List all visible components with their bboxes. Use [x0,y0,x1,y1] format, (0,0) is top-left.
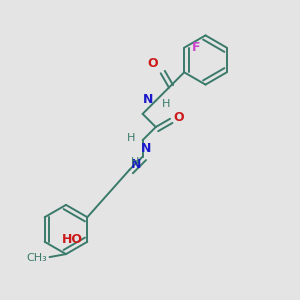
Text: H: H [162,99,171,109]
Text: H: H [131,158,139,167]
Text: O: O [174,111,184,124]
Text: N: N [143,93,153,106]
Text: F: F [192,40,200,54]
Text: CH₃: CH₃ [26,253,47,263]
Text: H: H [127,133,135,143]
Text: O: O [147,57,158,70]
Text: HO: HO [62,233,83,246]
Text: N: N [141,142,152,155]
Text: N: N [131,158,141,171]
